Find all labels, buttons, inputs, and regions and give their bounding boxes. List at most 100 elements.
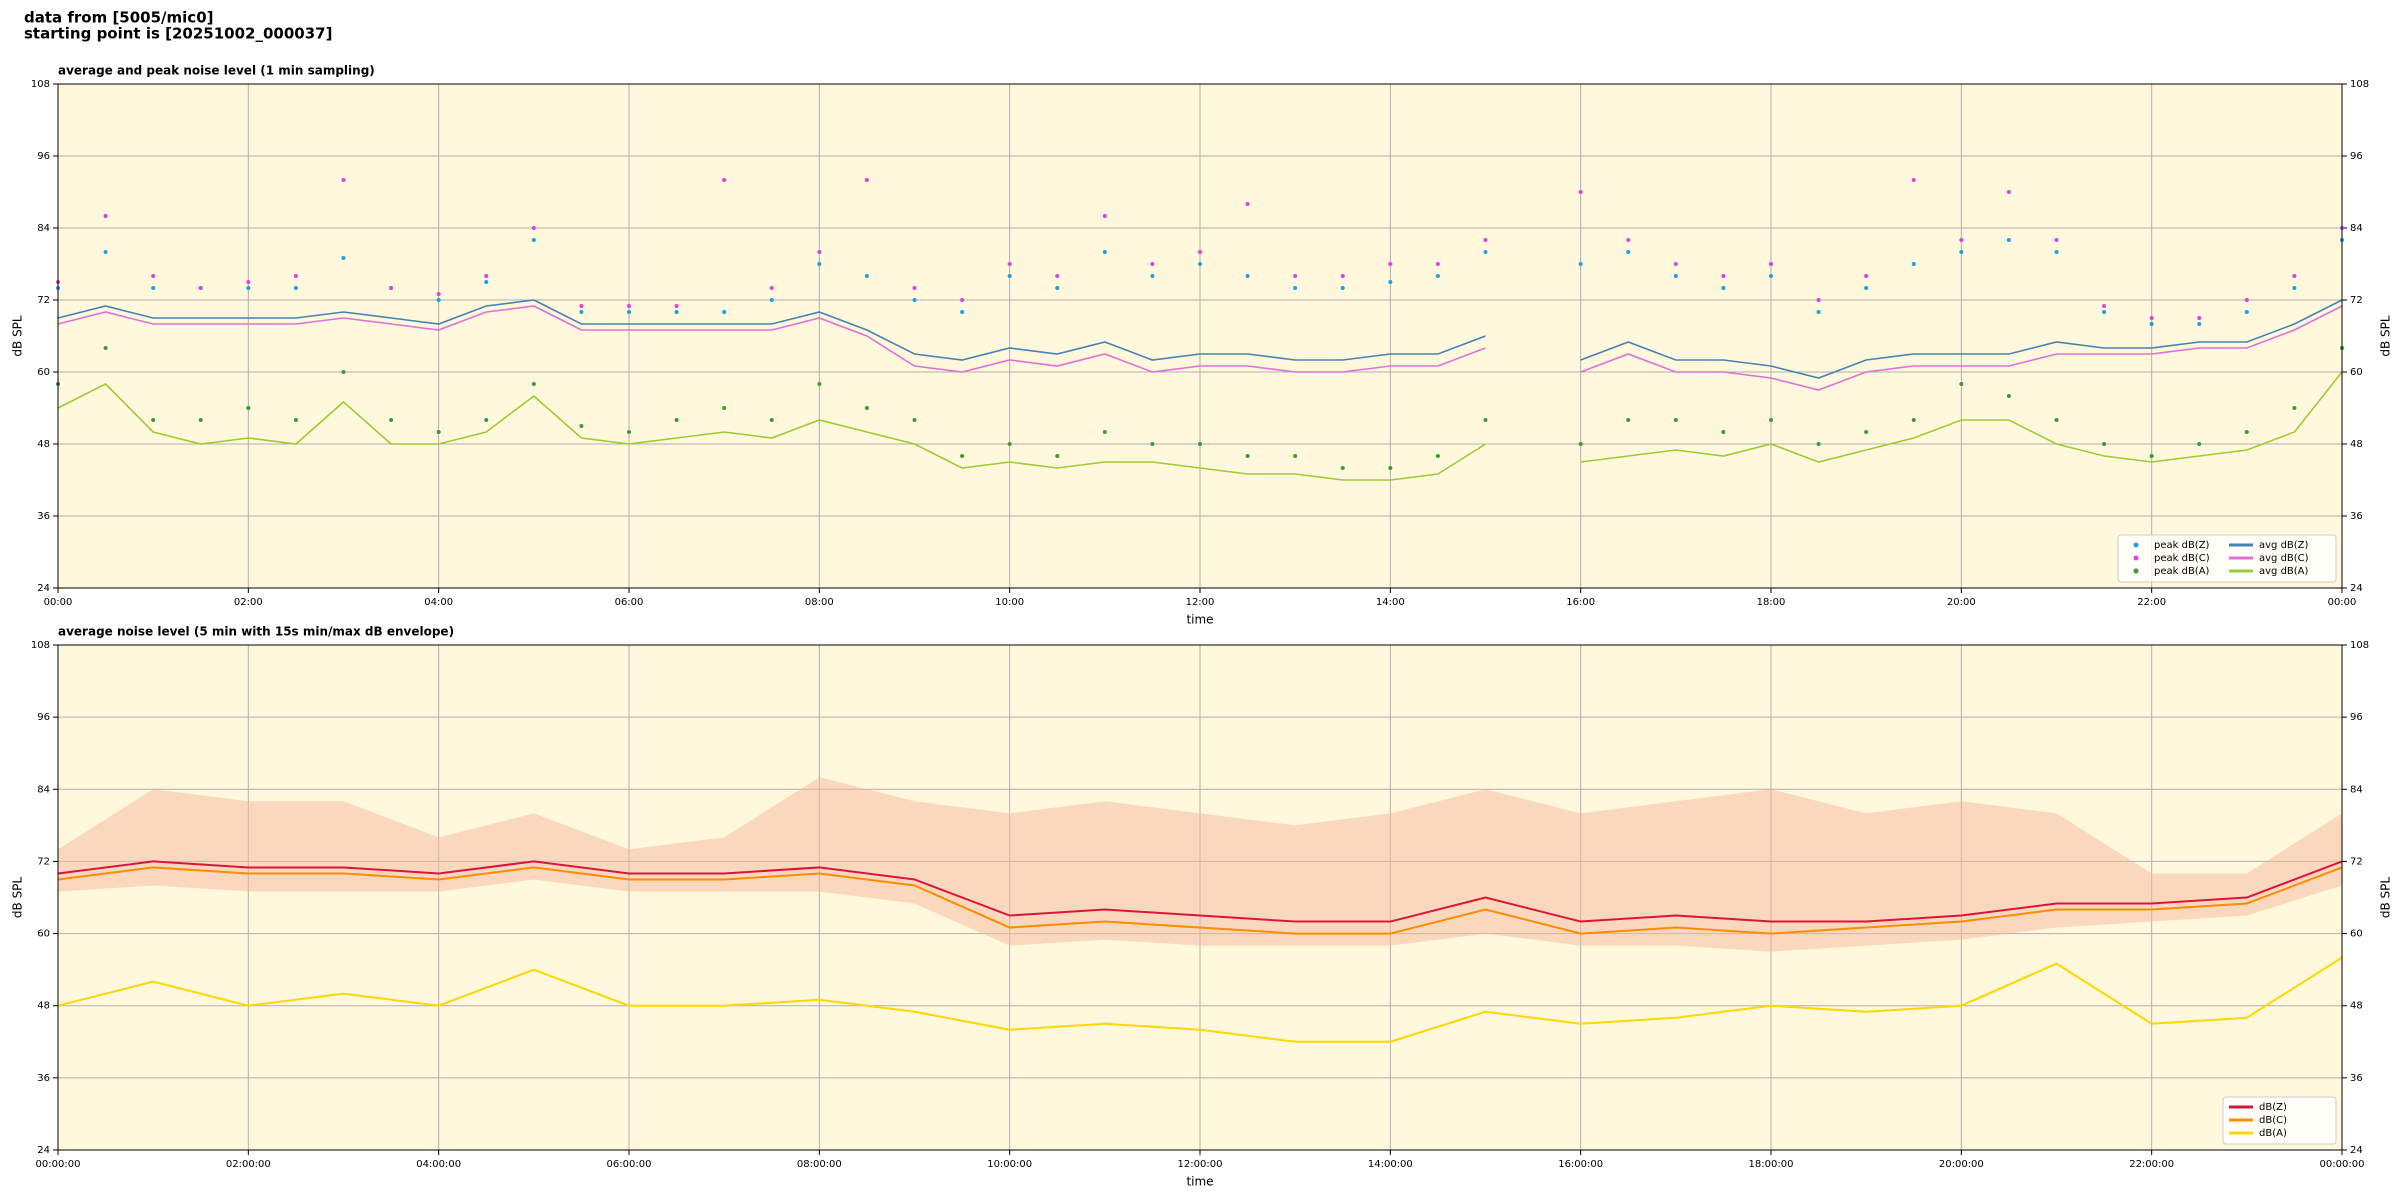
- y-tick-label: 84: [37, 784, 50, 795]
- y2-tick-label: 60: [2350, 367, 2363, 378]
- peak-point: [2197, 322, 2202, 326]
- legend-box: [2117, 534, 2337, 583]
- peak-point: [1673, 262, 1678, 266]
- y-tick-label: 48: [37, 1001, 50, 1012]
- y2-tick-label: 36: [2350, 511, 2363, 522]
- x-axis-label: time: [1186, 1175, 1213, 1189]
- peak-point: [817, 250, 822, 254]
- peak-point: [1864, 430, 1869, 434]
- peak-point: [1293, 454, 1298, 458]
- peak-point: [674, 310, 679, 314]
- y-tick-label: 48: [37, 439, 50, 450]
- y-tick-label: 72: [37, 295, 50, 306]
- peak-point: [2102, 304, 2107, 308]
- peak-point: [1435, 274, 1440, 278]
- header-start: starting point is [20251002_000037]: [24, 25, 332, 43]
- y2-tick-label: 60: [2350, 929, 2363, 940]
- series-line: [57, 866, 2343, 935]
- y-tick-label: 72: [37, 856, 50, 867]
- peak-point: [864, 178, 869, 182]
- series-line: [57, 305, 2343, 391]
- peak-point: [1626, 238, 1631, 242]
- x-tick-label: 14:00:00: [1368, 1159, 1413, 1170]
- peak-point: [2054, 250, 2059, 254]
- legend-label: avg dB(Z): [2259, 540, 2309, 551]
- y-tick-label: 108: [31, 79, 50, 90]
- peak-point: [1816, 298, 1821, 302]
- peak-point: [1340, 466, 1345, 470]
- peak-point: [293, 286, 298, 290]
- peak-point: [2244, 430, 2249, 434]
- peak-point: [1959, 250, 1964, 254]
- peak-point: [1150, 442, 1155, 446]
- peak-point: [2292, 286, 2297, 290]
- plot-frame: [57, 644, 2343, 1151]
- peak-point: [1102, 430, 1107, 434]
- peak-point: [769, 298, 774, 302]
- peak-point: [2054, 418, 2059, 422]
- peak-point: [1721, 286, 1726, 290]
- y-axis-label: dB SPL: [11, 315, 25, 357]
- peak-point: [2054, 238, 2059, 242]
- peak-point: [769, 418, 774, 422]
- y2-tick-label: 108: [2350, 640, 2369, 651]
- legend-label: dB(A): [2259, 1128, 2287, 1139]
- peak-point: [1911, 262, 1916, 266]
- peak-point: [1435, 454, 1440, 458]
- peak-point: [151, 418, 156, 422]
- peak-point: [2006, 394, 2011, 398]
- peak-point: [1816, 310, 1821, 314]
- peak-point: [817, 382, 822, 386]
- x-tick-label: 08:00:00: [797, 1159, 842, 1170]
- peak-point: [1483, 250, 1488, 254]
- header-source: data from [5005/mic0]: [24, 9, 214, 27]
- series-line: [57, 860, 2343, 923]
- peak-point: [1626, 418, 1631, 422]
- x-tick-label: 22:00: [2137, 597, 2166, 608]
- peak-point: [436, 430, 441, 434]
- x-tick-label: 08:00: [805, 597, 834, 608]
- peak-point: [103, 250, 108, 254]
- peak-point: [341, 256, 346, 260]
- x-tick-label: 14:00: [1376, 597, 1405, 608]
- x-tick-label: 20:00:00: [1939, 1159, 1984, 1170]
- peak-point: [389, 286, 394, 290]
- peak-point: [1911, 418, 1916, 422]
- legend-marker: [2133, 555, 2139, 561]
- peak-point: [2244, 310, 2249, 314]
- peak-point: [1721, 274, 1726, 278]
- peak-point: [293, 274, 298, 278]
- peak-point: [912, 298, 917, 302]
- peak-point: [1483, 418, 1488, 422]
- y2-tick-label: 24: [2350, 1145, 2363, 1156]
- x-tick-label: 02:00:00: [226, 1159, 271, 1170]
- peak-point: [960, 454, 965, 458]
- peak-point: [1959, 238, 1964, 242]
- peak-point: [1816, 442, 1821, 446]
- plot-frame: [57, 83, 2343, 589]
- y2-tick-label: 36: [2350, 1073, 2363, 1084]
- y2-tick-label: 108: [2350, 79, 2369, 90]
- peak-point: [1721, 430, 1726, 434]
- peak-point: [1150, 274, 1155, 278]
- x-tick-label: 10:00: [995, 597, 1024, 608]
- peak-point: [1578, 190, 1583, 194]
- peak-point: [722, 178, 727, 182]
- peak-point: [389, 418, 394, 422]
- peak-point: [246, 406, 251, 410]
- peak-point: [1293, 274, 1298, 278]
- y-tick-label: 24: [37, 1145, 50, 1156]
- series-line: [57, 956, 2343, 1043]
- peak-point: [674, 304, 679, 308]
- peak-point: [341, 178, 346, 182]
- peak-point: [484, 418, 489, 422]
- peak-point: [2149, 454, 2154, 458]
- x-tick-label: 00:00: [2328, 597, 2357, 608]
- peak-point: [1864, 286, 1869, 290]
- peak-point: [1102, 214, 1107, 218]
- peak-point: [864, 274, 869, 278]
- y-axis-label: dB SPL: [11, 877, 25, 919]
- peak-point: [579, 304, 584, 308]
- legend-label: avg dB(C): [2259, 553, 2309, 564]
